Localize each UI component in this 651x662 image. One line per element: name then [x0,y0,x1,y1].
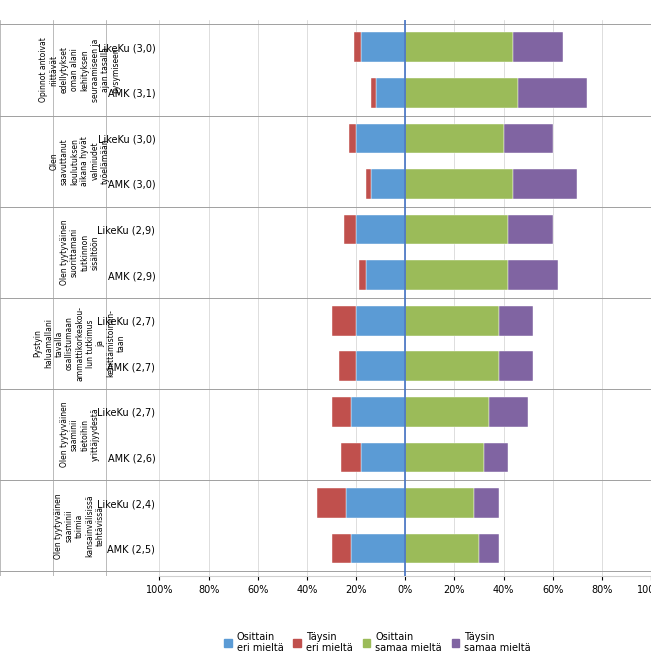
Bar [361,443,405,472]
Bar [484,443,508,472]
Text: Olen tyytyväinen
saaminii
toimia
kansainvälisissä
tehtävissä: Olen tyytyväinen saaminii toimia kansain… [55,493,105,559]
Bar [376,78,405,108]
Bar [371,78,376,108]
Bar [405,169,514,199]
Bar [331,397,351,427]
Bar [405,260,508,290]
Bar [514,32,562,62]
Bar [356,352,405,381]
Text: Olen
saavuttanut
koulutuksen
aikana hyvät
valmiudet
työelämään: Olen saavuttanut koulutuksen aikana hyvä… [49,136,110,186]
Bar [405,214,508,244]
Bar [371,169,405,199]
Bar [349,124,356,153]
Bar [339,352,356,381]
Bar [366,260,405,290]
Bar [351,534,405,563]
Bar [405,352,499,381]
Bar [518,78,587,108]
Bar [346,488,405,518]
Bar [405,397,489,427]
Bar [351,397,405,427]
Bar [474,488,499,518]
Bar [341,443,361,472]
Bar [344,214,356,244]
Bar [359,260,366,290]
Bar [405,124,504,153]
Bar [405,443,484,472]
Text: Olen tyytyväinen
saaminii
tietoihin
yrittäjyydestä: Olen tyytyväinen saaminii tietoihin yrit… [60,402,100,467]
Bar [405,488,474,518]
Text: Pystyin
haluamallani
tavalla
osallistumaan
ammattikorkeakou-
lun tutkimus
ja
keh: Pystyin haluamallani tavalla osallistuma… [34,306,126,381]
Bar [405,32,514,62]
Bar [331,534,351,563]
Bar [405,78,518,108]
Bar [489,397,528,427]
Bar [331,306,356,336]
Bar [356,306,405,336]
Bar [405,534,479,563]
Bar [405,306,499,336]
Bar [499,306,533,336]
Bar [356,124,405,153]
Text: Opinnot antoivat
riittävät
edellytykset
oman alani
kehityksen
seuraamiseen ja
aj: Opinnot antoivat riittävät edellytykset … [39,38,120,103]
Bar [317,488,346,518]
Bar [356,214,405,244]
Bar [479,534,499,563]
Bar [361,32,405,62]
Bar [508,214,553,244]
Bar [504,124,553,153]
Bar [514,169,577,199]
Bar [508,260,558,290]
Text: Olen tyytyväinen
suorittamani
tutkinnon
sisältöön: Olen tyytyväinen suorittamani tutkinnon … [60,220,100,285]
Bar [353,32,361,62]
Bar [499,352,533,381]
Bar [366,169,371,199]
Legend: Osittain
eri mieltä, Täysin
eri mieltä, Osittain
samaa mieltä, Täysin
samaa miel: Osittain eri mieltä, Täysin eri mieltä, … [221,628,534,657]
